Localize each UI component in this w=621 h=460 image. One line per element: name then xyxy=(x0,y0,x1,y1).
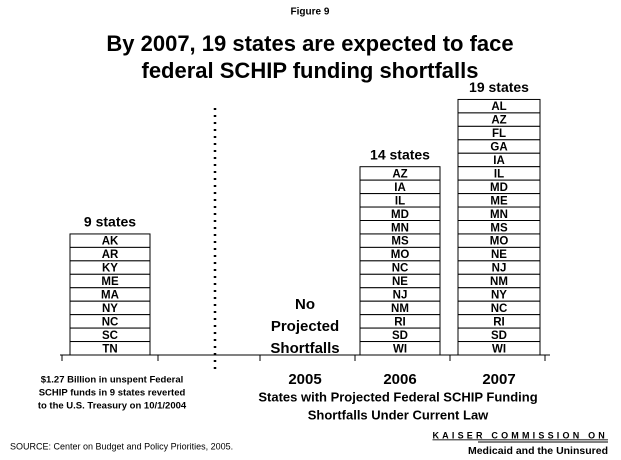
state-label: NE xyxy=(392,276,408,288)
state-label: NJ xyxy=(492,263,507,275)
note: SCHIP funds in 9 states reverted xyxy=(39,388,186,399)
state-label: NC xyxy=(392,263,409,275)
state-label: NY xyxy=(102,303,118,315)
state-label: IL xyxy=(395,195,405,207)
no-shortfall: No xyxy=(295,296,315,313)
state-label: NE xyxy=(491,249,507,261)
title-line: federal SCHIP funding shortfalls xyxy=(142,58,479,83)
count-label: 19 states xyxy=(469,79,529,95)
x-caption: States with Projected Federal SCHIP Fund… xyxy=(258,389,537,404)
state-label: SD xyxy=(491,330,507,342)
no-shortfall: Shortfalls xyxy=(270,340,339,357)
state-label: MO xyxy=(490,236,509,248)
state-label: MS xyxy=(391,236,409,248)
logo-line: Medicaid and the Uninsured xyxy=(468,445,608,457)
note: $1.27 Billion in unspent Federal xyxy=(41,375,184,386)
state-label: TN xyxy=(102,343,117,355)
state-label: MO xyxy=(391,249,410,261)
state-label: FL xyxy=(492,128,506,140)
no-shortfall: Projected xyxy=(271,318,339,335)
logo-line: KAISER COMMISSION ON xyxy=(432,430,608,440)
state-label: NM xyxy=(391,303,409,315)
state-label: AZ xyxy=(392,168,407,180)
count-label: 14 states xyxy=(370,146,430,162)
state-label: MD xyxy=(391,209,409,221)
state-label: MD xyxy=(490,182,508,194)
state-label: IA xyxy=(394,182,406,194)
state-label: WI xyxy=(492,343,506,355)
year-label: 2006 xyxy=(383,371,416,388)
state-box xyxy=(69,341,151,356)
title-line: By 2007, 19 states are expected to face xyxy=(106,31,513,56)
state-label: IL xyxy=(494,168,504,180)
state-label: NC xyxy=(491,303,508,315)
figure-label: Figure 9 xyxy=(291,7,330,18)
state-label: NJ xyxy=(393,290,408,302)
state-label: MN xyxy=(490,209,508,221)
note: to the U.S. Treasury on 10/1/2004 xyxy=(38,401,187,412)
state-label: SC xyxy=(102,330,118,342)
state-label: GA xyxy=(490,142,507,154)
state-label: NY xyxy=(491,290,507,302)
state-label: KY xyxy=(102,263,118,275)
ticks xyxy=(61,355,546,361)
state-label: AL xyxy=(491,101,506,113)
state-box xyxy=(359,341,441,356)
state-label: MA xyxy=(101,290,119,302)
x-caption: Shortfalls Under Current Law xyxy=(308,407,489,422)
count-label: 9 states xyxy=(84,214,136,230)
year-label: 2005 xyxy=(288,371,321,388)
state-label: NM xyxy=(490,276,508,288)
state-label: AK xyxy=(102,236,119,248)
state-label: MN xyxy=(391,222,409,234)
state-box xyxy=(457,341,541,356)
state-label: AZ xyxy=(491,115,506,127)
state-label: ME xyxy=(490,195,508,207)
state-label: ME xyxy=(101,276,119,288)
state-label: SD xyxy=(392,330,408,342)
state-label: IA xyxy=(493,155,505,167)
state-label: NC xyxy=(102,316,119,328)
source: SOURCE: Center on Budget and Policy Prio… xyxy=(10,441,233,451)
state-label: AR xyxy=(102,249,119,261)
state-label: RI xyxy=(493,316,505,328)
state-label: WI xyxy=(393,343,407,355)
year-label: 2007 xyxy=(482,371,515,388)
state-label: RI xyxy=(394,316,406,328)
state-label: MS xyxy=(490,222,508,234)
